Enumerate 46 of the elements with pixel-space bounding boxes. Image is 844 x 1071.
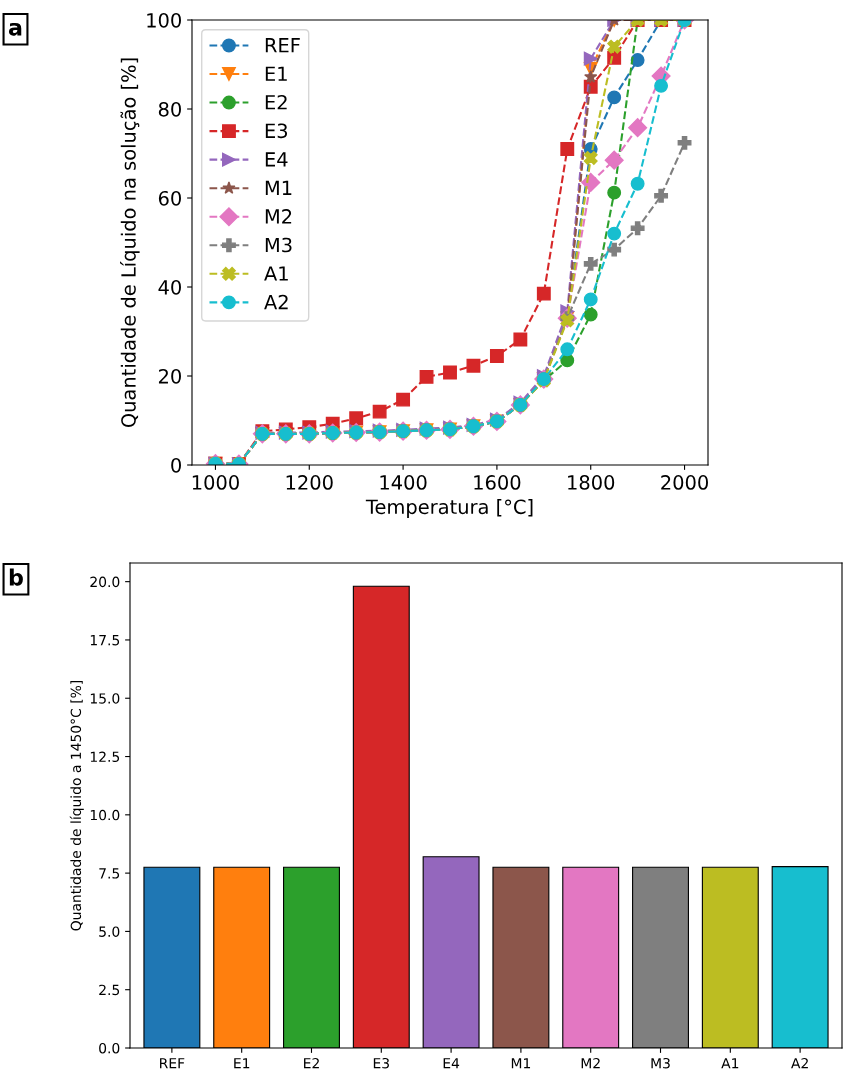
x-tick-label: E1 — [234, 1058, 250, 1069]
legend-label: REF — [265, 38, 300, 53]
y-tick-label: 20.0 — [90, 576, 120, 588]
x-tick-label: E4 — [443, 1058, 460, 1069]
x-tick-label: 1400 — [380, 475, 427, 490]
legend-label: E4 — [265, 152, 288, 167]
y-tick-label: 80 — [158, 101, 181, 117]
y-tick-label: 12.5 — [90, 751, 120, 763]
y-tick-label: 7.5 — [99, 868, 120, 879]
x-tick-label: M2 — [581, 1057, 600, 1069]
y-tick-label: 0 — [171, 457, 181, 473]
y-tick-label: 17.5 — [90, 635, 120, 646]
y-tick-label: 2.5 — [99, 984, 120, 996]
y-tick-label: 40 — [158, 279, 181, 295]
legend-label: M1 — [265, 180, 292, 195]
x-tick-label: E2 — [304, 1057, 319, 1069]
x-tick-label: REF — [160, 1058, 185, 1069]
legend-label: E3 — [265, 123, 288, 139]
y-tick-label: 60 — [158, 190, 181, 206]
legend-label: A2 — [264, 294, 288, 310]
x-tick-label: 1600 — [474, 475, 521, 490]
y-axis-title: Quantidade de líquido a 1450°C [%] — [69, 680, 84, 931]
x-tick-label: 1800 — [568, 475, 615, 490]
x-tick-label: M3 — [651, 1057, 670, 1069]
y-tick-label: 10.0 — [90, 809, 120, 821]
y-tick-label: 15.0 — [90, 693, 120, 704]
x-tick-label: 1200 — [286, 475, 333, 490]
x-tick-label: A1 — [721, 1058, 739, 1069]
text: b — [9, 568, 23, 586]
legend-label: M2 — [265, 209, 292, 224]
y-tick-label: 5.0 — [99, 926, 120, 937]
x-tick-label: M1 — [511, 1058, 531, 1069]
x-axis-title: Temperatura [°C] — [365, 499, 533, 518]
legend-label: A1 — [264, 266, 288, 281]
x-tick-label: 2000 — [661, 475, 708, 490]
legend-label: E2 — [265, 94, 287, 110]
y-axis-title: Quantidade de Líquido na solução [%] — [120, 58, 140, 428]
legend-label: M3 — [265, 237, 292, 253]
y-tick-label: 20 — [158, 368, 181, 384]
x-tick-label: A2 — [791, 1057, 808, 1069]
y-tick-label: 100 — [147, 12, 181, 28]
text: a — [8, 22, 22, 36]
legend-label: E1 — [265, 66, 287, 81]
y-tick-label: 0.0 — [99, 1042, 120, 1054]
x-tick-label: E3 — [373, 1057, 389, 1069]
x-tick-label: 1000 — [192, 475, 239, 490]
